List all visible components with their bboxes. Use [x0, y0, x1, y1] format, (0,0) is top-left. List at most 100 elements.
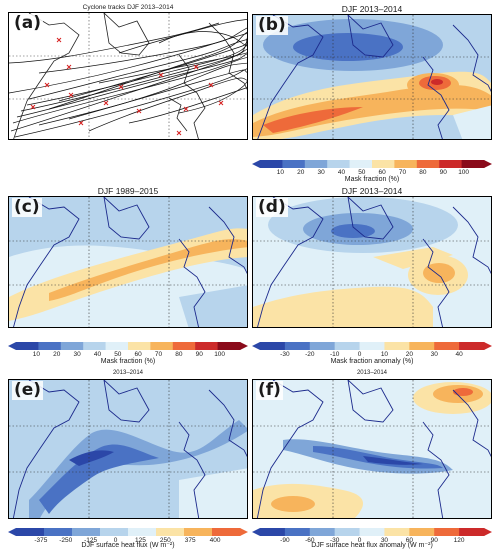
anom-colorbar-extend-low [252, 342, 260, 350]
flux-colorbar-tick-label: -375 [34, 537, 48, 544]
flux-colorbar-tick-label: 125 [135, 537, 146, 544]
flux-colorbar-extend-low [8, 528, 16, 536]
cyclone-tracks-plot [9, 13, 247, 139]
heat-flux-map [9, 380, 247, 518]
flux-colorbar-tick-label: 0 [113, 537, 118, 544]
panel-a-title: Cyclone tracks DJF 2013–2014 [82, 4, 174, 11]
fluxanom-colorbar-segment [384, 528, 410, 536]
heat-flux-anomaly-colorbar-label: DJF surface heat flux anomaly (W m⁻²) [311, 542, 433, 549]
heat-flux-anomaly-colorbar [252, 528, 492, 536]
mask-colorbar-tick-label: 20 [53, 351, 61, 358]
mask-colorbar-tick-label: 30 [317, 169, 325, 176]
mask-colorbar-extend-low [8, 342, 16, 350]
fluxanom-colorbar-segment [284, 528, 311, 536]
flux-colorbar-segment [72, 528, 101, 536]
mask-colorbar-tick-label: 60 [378, 169, 386, 176]
mask-colorbar-segment [260, 160, 283, 168]
mask-colorbar-segment [128, 342, 151, 350]
panel-a-label: (a) [12, 13, 44, 33]
anom-colorbar-segment [260, 342, 286, 350]
panel-d-map: (d) [252, 196, 492, 328]
mask-colorbar-extend-low [252, 160, 260, 168]
flux-colorbar-tick-label: -250 [59, 537, 73, 544]
panel-b-label: (b) [256, 15, 288, 35]
flux-colorbar-extend-high [240, 528, 248, 536]
mask-colorbar-tick-label: 80 [419, 169, 427, 176]
anom-colorbar-tick-label: -20 [305, 351, 315, 358]
mask-fraction-anomaly-map [253, 197, 491, 327]
fluxanom-colorbar-tick-label: 30 [380, 537, 389, 544]
anomaly-colorbar-label: Mask fraction anomaly (%) [330, 358, 414, 365]
flux-colorbar-segment [16, 528, 45, 536]
panel-e-title: 2013–2014 [112, 370, 144, 376]
panel-d-title: DJF 2013–2014 [341, 186, 403, 196]
mask-colorbar-tick-label: 70 [398, 169, 407, 176]
panel-e-map: (e) [8, 379, 248, 519]
mask-colorbar-tick-label: 10 [32, 351, 40, 358]
mask-colorbar-bottom [8, 342, 248, 350]
fluxanom-colorbar-segment [359, 528, 385, 536]
fluxanom-colorbar-segment [334, 528, 361, 536]
mask-colorbar-segment [416, 160, 440, 168]
flux-colorbar-segment [128, 528, 157, 536]
flux-colorbar-tick-label: 400 [209, 537, 221, 544]
heat-flux-colorbar-label: DJF surface heat flux (W m⁻²) [81, 542, 175, 549]
mask-fraction-climatology-map [9, 197, 247, 327]
heat-flux-colorbar [8, 528, 248, 536]
panel-c-map: (c) [8, 196, 248, 328]
anom-colorbar-segment [334, 342, 361, 350]
panel-b-title: DJF 2013–2014 [341, 4, 403, 14]
fluxanom-colorbar-extend-low [252, 528, 260, 536]
panel-c-label: (c) [12, 197, 42, 217]
mask-colorbar-extend-high [484, 160, 492, 168]
fluxanom-colorbar-tick-label: 60 [405, 537, 413, 544]
mask-colorbar-tick-label: 30 [73, 351, 81, 358]
panel-b-map: (b) [252, 14, 492, 140]
flux-colorbar-tick-label: 375 [184, 537, 196, 544]
flux-colorbar-segment [156, 528, 185, 536]
mask-colorbar-tick-label: 40 [93, 351, 102, 358]
anom-colorbar-segment [434, 342, 460, 350]
anom-colorbar-segment [309, 342, 336, 350]
mask-colorbar-tick-label: 90 [439, 169, 447, 176]
mask-colorbar-segment [439, 160, 463, 168]
mask-colorbar-tick-label: 80 [175, 351, 183, 358]
fluxanom-colorbar-tick-label: -30 [329, 537, 340, 544]
mask-colorbar-tick-label: 90 [195, 351, 203, 358]
fluxanom-colorbar-tick-label: 90 [430, 537, 438, 544]
mask-colorbar-segment [217, 342, 241, 350]
fluxanom-colorbar-segment [434, 528, 460, 536]
fluxanom-colorbar-segment [309, 528, 336, 536]
mask-colorbar-segment [304, 160, 328, 168]
mask-colorbar-top-label: Mask fraction (%) [344, 176, 400, 183]
mask-colorbar-tick-label: 40 [337, 169, 346, 176]
anom-colorbar-tick-label: -30 [280, 351, 290, 358]
anom-colorbar-segment [409, 342, 435, 350]
panel-e-label: (e) [12, 380, 44, 400]
panel-d-label: (d) [256, 197, 288, 217]
mask-colorbar-segment [172, 342, 196, 350]
anom-colorbar-tick-label: 0 [357, 351, 362, 358]
fluxanom-colorbar-segment [260, 528, 286, 536]
mask-colorbar-tick-label: 50 [114, 351, 122, 358]
fluxanom-colorbar-extend-high [484, 528, 492, 536]
mask-colorbar-segment [105, 342, 129, 350]
anom-colorbar-tick-label: -10 [329, 351, 340, 358]
panel-a-map: (a) [8, 12, 248, 140]
anom-colorbar-tick-label: 40 [455, 351, 463, 358]
mask-colorbar-segment [38, 342, 62, 350]
mask-colorbar-top [252, 160, 492, 168]
anom-colorbar-extend-high [484, 342, 492, 350]
heat-flux-anomaly-map [253, 380, 491, 518]
flux-colorbar-tick-label: 250 [159, 537, 171, 544]
mask-colorbar-segment [461, 160, 485, 168]
anom-colorbar-segment [384, 342, 410, 350]
mask-colorbar-tick-label: 60 [134, 351, 142, 358]
fluxanom-colorbar-tick-label: -90 [280, 537, 290, 544]
anom-colorbar-segment [459, 342, 485, 350]
mask-colorbar-bottom-label: Mask fraction (%) [100, 358, 156, 365]
anom-colorbar-tick-label: 30 [430, 351, 438, 358]
fluxanom-colorbar-segment [459, 528, 485, 536]
mask-colorbar-segment [195, 342, 219, 350]
fluxanom-colorbar-tick-label: -60 [305, 537, 315, 544]
